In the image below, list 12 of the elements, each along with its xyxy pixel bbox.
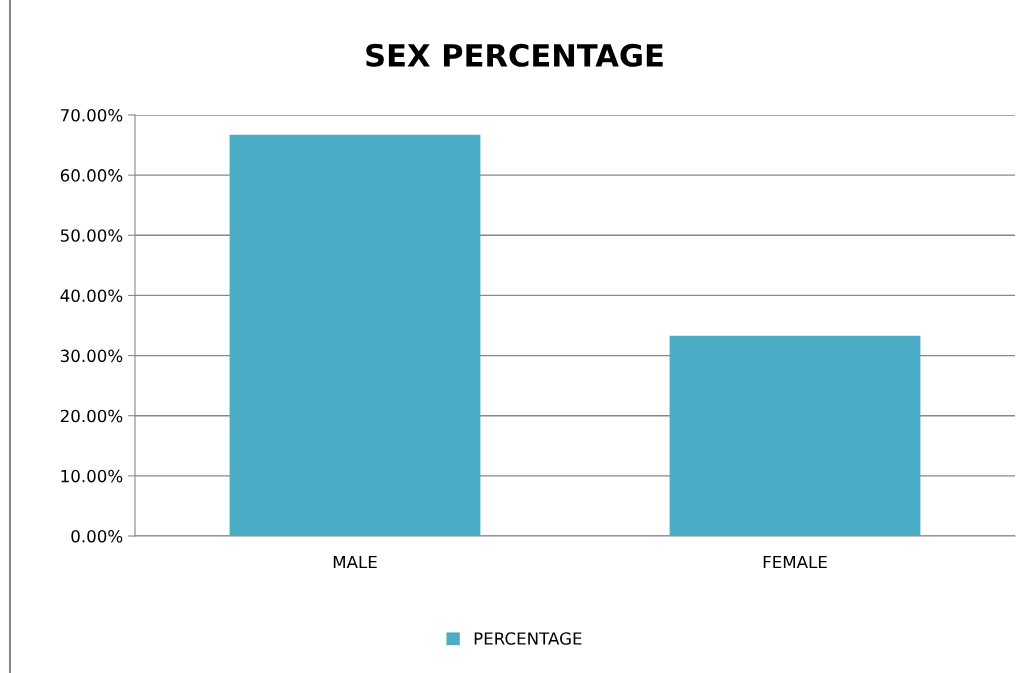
legend-label: PERCENTAGE (474, 632, 582, 645)
y-tick-label: 60.00% (60, 169, 123, 182)
y-tick-label: 50.00% (60, 229, 123, 242)
chart-title: SEX PERCENTAGE (366, 43, 663, 67)
y-tick-label: 40.00% (60, 289, 123, 302)
x-tick-label: MALE (333, 555, 377, 569)
y-tick-label: 0.00% (71, 529, 123, 543)
y-tick-label: 70.00% (61, 108, 123, 122)
y-tick-label: 10.00% (61, 469, 123, 483)
x-tick-label: FEMALE (763, 555, 827, 569)
y-tick-label: 20.00% (60, 409, 123, 423)
y-tick-label: 30.00% (60, 349, 123, 363)
